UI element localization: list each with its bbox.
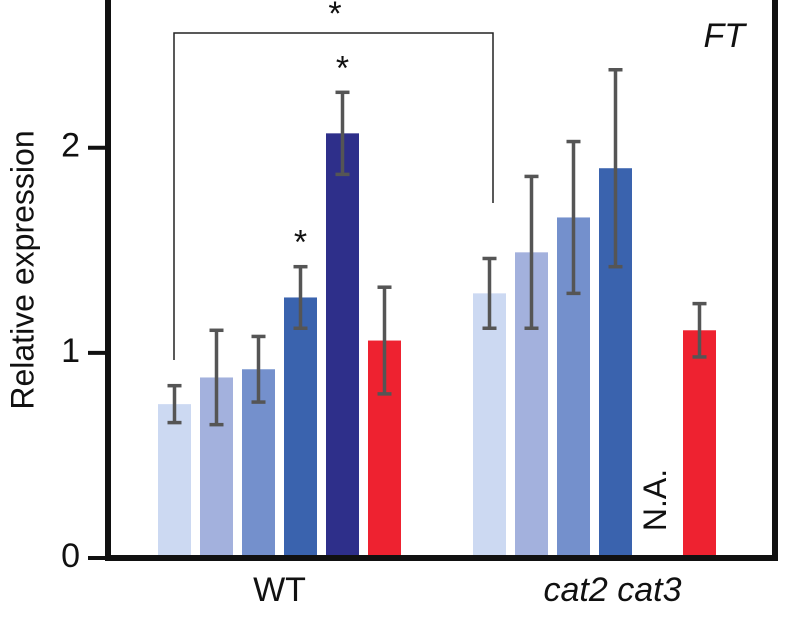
- y-tick-label: 1: [61, 332, 80, 370]
- na-label: N.A.: [637, 469, 673, 531]
- significance-mark: *: [336, 49, 349, 87]
- significance-bracket: [173, 32, 494, 360]
- bar: [158, 404, 191, 555]
- gene-label: FT: [703, 17, 747, 55]
- y-axis-label: Relative expression: [4, 130, 40, 409]
- bar: [284, 297, 317, 555]
- significance-mark: *: [328, 0, 341, 33]
- bar: [326, 133, 359, 555]
- bar: [683, 330, 716, 555]
- x-tick-label: cat2 cat3: [544, 571, 682, 609]
- x-tick-label: WT: [253, 571, 306, 609]
- y-tick-label: 2: [61, 127, 80, 165]
- bar: [473, 293, 506, 555]
- y-tick-label: 0: [61, 537, 80, 575]
- significance-mark: *: [294, 224, 307, 262]
